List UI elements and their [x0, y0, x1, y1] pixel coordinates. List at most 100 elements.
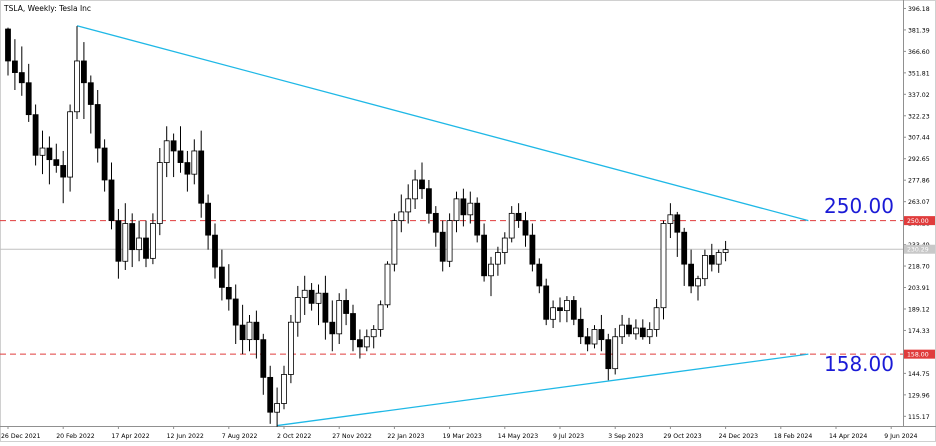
- candle: [605, 333, 612, 381]
- candle: [149, 213, 156, 265]
- candle-body: [101, 147, 108, 181]
- candle-body: [53, 159, 60, 166]
- candle: [598, 314, 605, 352]
- candle: [136, 220, 143, 262]
- candle: [32, 104, 39, 166]
- candle-body: [281, 374, 287, 404]
- level-price-tag-1: 158.00: [904, 349, 935, 359]
- candle-body: [522, 220, 529, 236]
- candle: [301, 275, 308, 315]
- trendline-0: [76, 25, 809, 222]
- candle-body: [584, 336, 591, 345]
- candle-body: [294, 297, 301, 323]
- candle: [294, 285, 301, 337]
- candle: [412, 169, 419, 210]
- candle-body: [149, 223, 156, 259]
- candle-body: [122, 223, 129, 262]
- candle: [74, 26, 80, 120]
- level-price-tag-0: 250.00: [904, 216, 935, 226]
- x-tick-label: 14 Apr 2024: [829, 433, 867, 440]
- candle-body: [570, 300, 577, 320]
- candle-body: [722, 249, 729, 253]
- x-tick-label: 9 Jul 2023: [553, 433, 584, 440]
- candle: [163, 126, 170, 178]
- candle: [67, 104, 73, 192]
- x-tick-label: 2 Oct 2022: [277, 433, 311, 440]
- candle: [281, 365, 287, 410]
- candle: [543, 278, 550, 326]
- x-tick-label: 14 May 2023: [498, 433, 538, 440]
- candle: [253, 310, 260, 359]
- candle-body: [232, 298, 239, 326]
- candle: [5, 27, 11, 76]
- candles: [5, 26, 729, 427]
- candle: [646, 322, 653, 344]
- candle-body: [25, 82, 32, 116]
- candle-body: [315, 292, 322, 304]
- candle: [570, 296, 577, 326]
- candle: [626, 317, 632, 337]
- candle: [612, 328, 619, 375]
- candle: [205, 194, 212, 250]
- candle-body: [370, 329, 377, 338]
- time-axis: 26 Dec 2021 20 Feb 2022 17 Apr 2022 12 Jun …: [1, 426, 918, 440]
- candle-body: [74, 60, 80, 113]
- candle: [143, 220, 149, 268]
- candle-body: [274, 403, 281, 413]
- candle-body: [205, 202, 212, 236]
- level-price-tag-bg: [904, 349, 935, 359]
- candle-body: [419, 179, 425, 190]
- y-tick-label: 381.39: [908, 27, 930, 34]
- candle-body: [308, 289, 315, 304]
- candle-body: [536, 263, 543, 287]
- x-tick-label: 12 Jun 2022: [167, 433, 204, 440]
- candle: [639, 319, 646, 340]
- x-tick-label: 19 Mar 2023: [443, 433, 482, 440]
- candle: [94, 89, 101, 163]
- candle: [101, 139, 108, 192]
- y-tick-label: 144.75: [908, 371, 930, 378]
- candle-body: [218, 266, 225, 288]
- candle-body: [681, 231, 688, 265]
- y-tick-label: 115.17: [908, 414, 930, 421]
- candle: [60, 150, 67, 204]
- candle-body: [60, 165, 67, 178]
- candle-body: [246, 321, 253, 341]
- candle: [460, 188, 467, 227]
- candle: [198, 130, 205, 218]
- candle-body: [356, 339, 363, 348]
- candle: [501, 232, 508, 265]
- candle-body: [87, 82, 94, 105]
- candle-body: [557, 307, 563, 312]
- x-tick-label: 9 Jun 2024: [884, 433, 917, 440]
- candle-body: [225, 286, 232, 300]
- candle: [350, 304, 356, 352]
- candle: [557, 297, 563, 323]
- candle-body: [377, 304, 384, 330]
- candle: [439, 220, 446, 272]
- candle: [453, 191, 460, 233]
- candle-body: [322, 292, 329, 323]
- candle-body: [646, 329, 653, 338]
- candle-body: [136, 237, 143, 251]
- x-tick-label: 20 Feb 2022: [56, 433, 95, 440]
- candle: [170, 133, 177, 178]
- candle: [695, 275, 701, 301]
- candle-body: [653, 307, 660, 330]
- candle-body: [494, 252, 501, 265]
- candle-body: [508, 212, 515, 239]
- current-price-tag-bg: [904, 244, 935, 254]
- candle-body: [612, 336, 619, 370]
- y-tick-label: 189.12: [908, 306, 930, 313]
- candle-body: [564, 300, 570, 312]
- candle-body: [384, 263, 391, 306]
- candle-body: [708, 255, 715, 265]
- x-tick-label: 17 Apr 2022: [111, 433, 149, 440]
- candle-body: [674, 214, 681, 233]
- price-tags: 230.29 250.00 158.00: [904, 216, 935, 359]
- candle: [87, 75, 94, 134]
- candle: [405, 184, 412, 224]
- candle: [467, 191, 474, 224]
